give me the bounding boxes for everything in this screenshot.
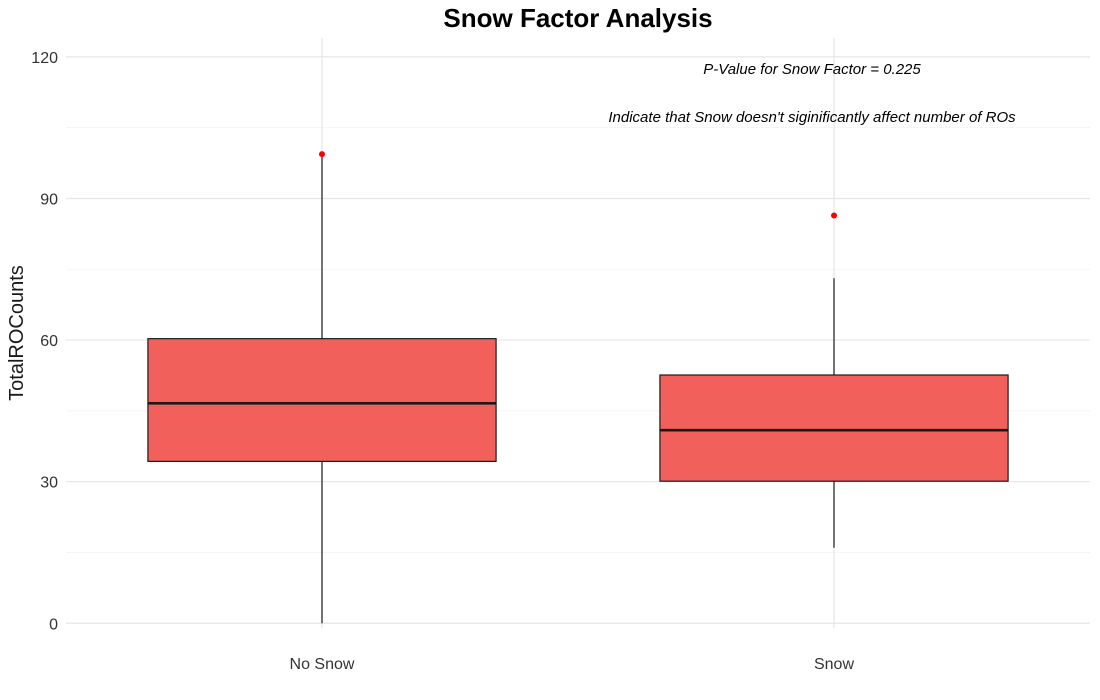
x-tick-label: Snow [814,656,854,673]
iqr-box [659,374,1009,482]
grid-lines [66,38,1090,628]
y-axis-ticks: 0 30 60 90 120 [31,50,58,633]
y-axis-title: TotalROCounts [6,265,28,401]
y-tick-label: 0 [49,616,58,633]
p-value-annotation: P-Value for Snow Factor = 0.225 [703,61,921,78]
y-tick-label: 30 [40,475,58,492]
outlier-point [831,212,837,219]
x-tick-label: No Snow [290,656,355,673]
interpretation-annotation: Indicate that Snow doesn't siginificantl… [608,109,1016,126]
x-axis-ticks: No Snow Snow [290,656,855,673]
y-tick-label: 120 [31,50,58,67]
boxplot-series [147,151,1009,624]
chart-title: Snow Factor Analysis [443,3,712,33]
iqr-box [147,338,497,462]
y-tick-label: 90 [40,191,58,208]
outlier-point [319,151,325,158]
y-tick-label: 60 [40,333,58,350]
